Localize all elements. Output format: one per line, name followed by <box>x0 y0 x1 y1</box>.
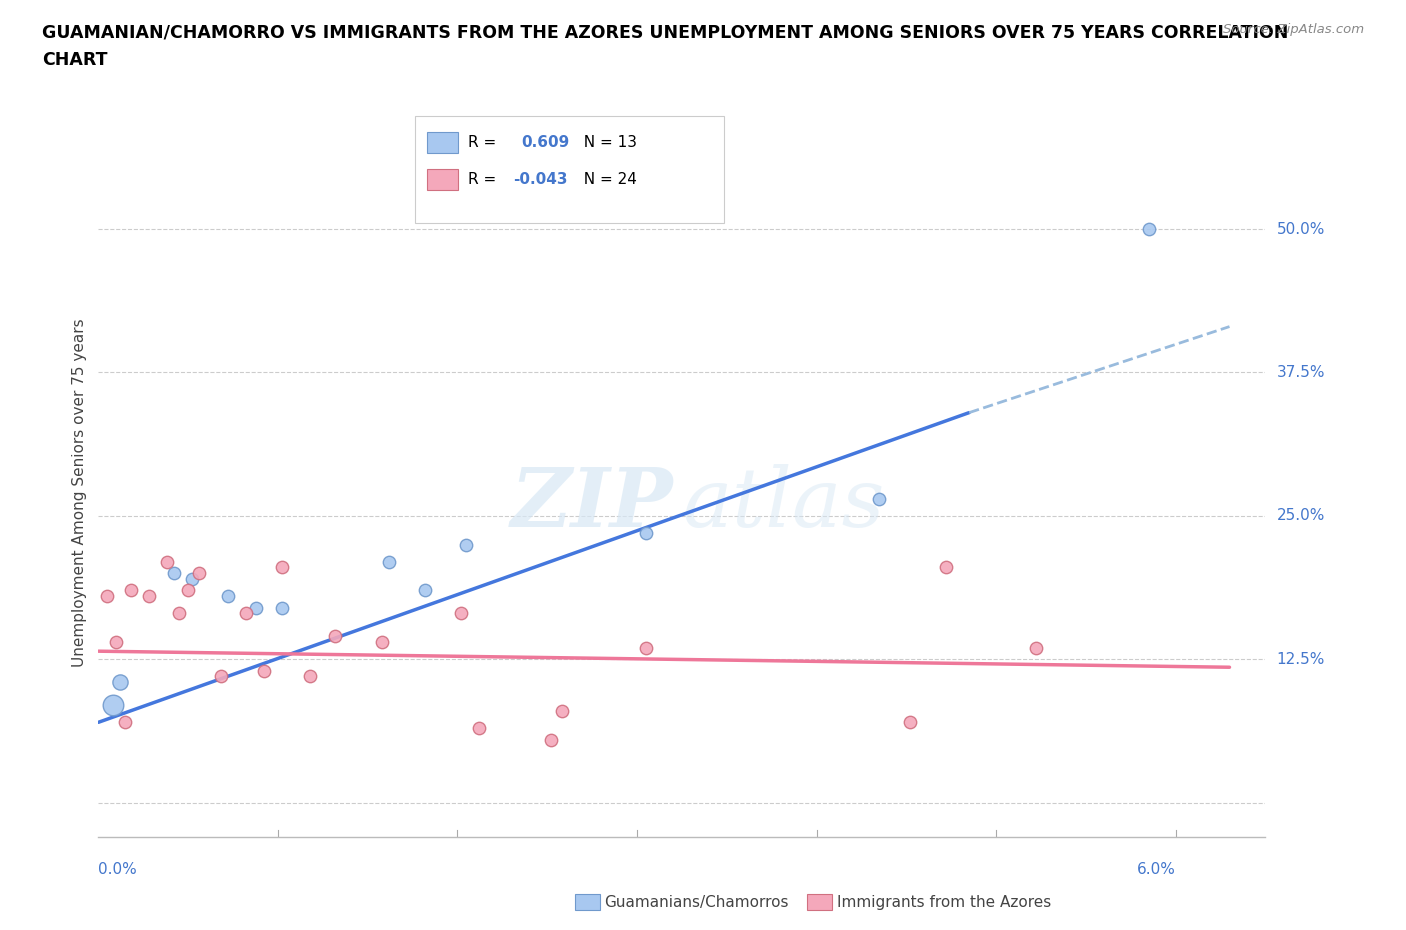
Point <box>96 589 118 604</box>
Point <box>114 715 136 730</box>
Text: GUAMANIAN/CHAMORRO VS IMMIGRANTS FROM THE AZORES UNEMPLOYMENT AMONG SENIORS OVER: GUAMANIAN/CHAMORRO VS IMMIGRANTS FROM TH… <box>42 23 1288 41</box>
Point <box>217 589 239 604</box>
Text: CHART: CHART <box>42 51 108 69</box>
Point <box>540 732 562 747</box>
Point <box>550 703 572 718</box>
Text: 0.0%: 0.0% <box>98 862 138 877</box>
Point <box>105 634 128 649</box>
Text: atlas: atlas <box>682 464 884 544</box>
Point <box>209 669 232 684</box>
Point <box>120 583 142 598</box>
Point <box>180 571 202 587</box>
Point <box>108 675 131 690</box>
Text: N = 13: N = 13 <box>574 135 637 150</box>
Point <box>299 669 322 684</box>
Point <box>235 606 257 621</box>
Point <box>177 583 200 598</box>
Text: Source: ZipAtlas.com: Source: ZipAtlas.com <box>1223 23 1364 36</box>
Text: 37.5%: 37.5% <box>1277 365 1324 380</box>
Point <box>898 715 921 730</box>
Point <box>450 606 472 621</box>
Point <box>634 525 657 540</box>
Point <box>468 721 491 736</box>
Point <box>167 606 190 621</box>
Point <box>1025 641 1047 656</box>
Point <box>245 600 267 615</box>
Text: R =: R = <box>468 135 506 150</box>
Point <box>1137 221 1160 236</box>
Point <box>270 600 292 615</box>
Point <box>188 565 211 580</box>
Point <box>935 560 957 575</box>
Text: 25.0%: 25.0% <box>1277 509 1324 524</box>
Point <box>325 629 347 644</box>
Y-axis label: Unemployment Among Seniors over 75 years: Unemployment Among Seniors over 75 years <box>72 319 87 667</box>
Text: 50.0%: 50.0% <box>1277 221 1324 236</box>
Point <box>156 554 179 569</box>
Text: Guamanians/Chamorros: Guamanians/Chamorros <box>605 895 789 910</box>
Point <box>868 491 890 506</box>
Text: Immigrants from the Azores: Immigrants from the Azores <box>837 895 1050 910</box>
Text: -0.043: -0.043 <box>513 172 568 187</box>
Point <box>456 538 478 552</box>
Text: ZIP: ZIP <box>510 464 673 544</box>
Text: 0.609: 0.609 <box>522 135 569 150</box>
Point <box>378 554 401 569</box>
Point <box>413 583 436 598</box>
Text: 6.0%: 6.0% <box>1137 862 1175 877</box>
Text: N = 24: N = 24 <box>574 172 637 187</box>
Text: R =: R = <box>468 172 502 187</box>
Point <box>138 589 160 604</box>
Point <box>634 641 657 656</box>
Point <box>371 634 394 649</box>
Point <box>101 698 124 712</box>
Point <box>252 663 274 678</box>
Text: 12.5%: 12.5% <box>1277 652 1324 667</box>
Point <box>270 560 292 575</box>
Point <box>163 565 186 580</box>
